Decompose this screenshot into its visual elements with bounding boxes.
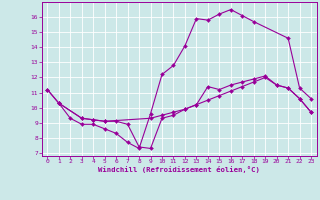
X-axis label: Windchill (Refroidissement éolien,°C): Windchill (Refroidissement éolien,°C) xyxy=(98,166,260,173)
